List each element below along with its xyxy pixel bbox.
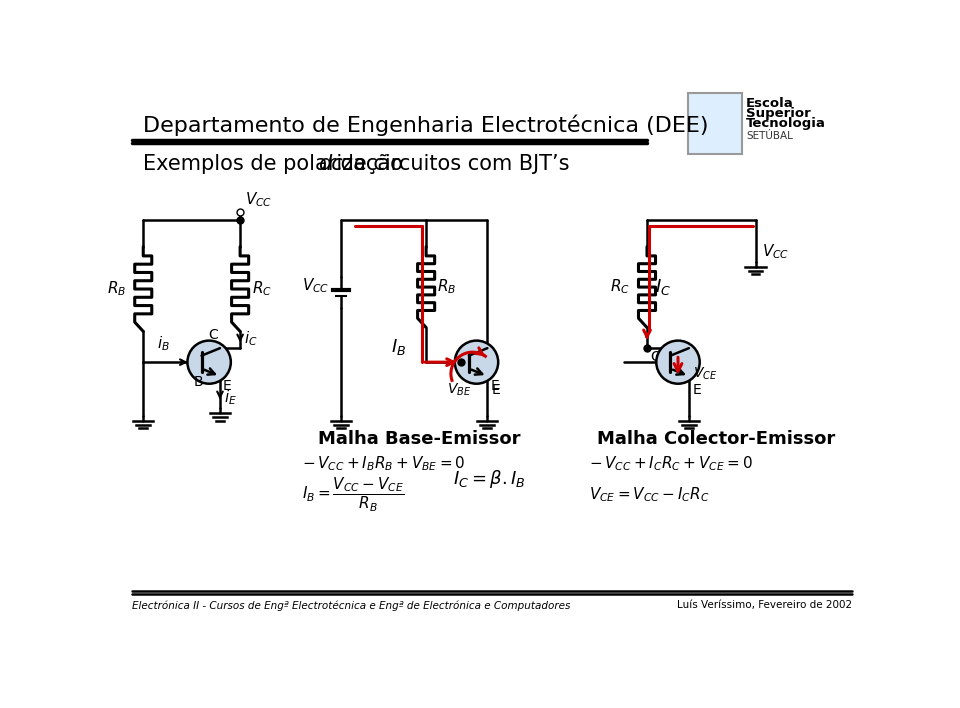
Text: $V_{CE}$: $V_{CE}$: [693, 365, 718, 382]
Text: Luís Veríssimo, Fevereiro de 2002: Luís Veríssimo, Fevereiro de 2002: [677, 600, 852, 610]
Text: Departamento de Engenharia Electrotécnica (DEE): Departamento de Engenharia Electrotécnic…: [143, 114, 708, 136]
Text: Malha Colector-Emissor: Malha Colector-Emissor: [596, 430, 835, 448]
Text: E: E: [693, 383, 702, 397]
Text: Malha Base-Emissor: Malha Base-Emissor: [318, 430, 520, 448]
Text: B: B: [466, 347, 475, 361]
Text: $-\,V_{CC}+I_B R_B+V_{BE}=0$: $-\,V_{CC}+I_B R_B+V_{BE}=0$: [302, 455, 466, 473]
Text: $i_C$: $i_C$: [244, 330, 257, 348]
Text: C: C: [650, 350, 660, 365]
Text: de circuitos com BJT’s: de circuitos com BJT’s: [334, 154, 569, 174]
Text: $R_C$: $R_C$: [610, 278, 630, 296]
Text: $R_C$: $R_C$: [252, 280, 272, 298]
Text: $I_B = \dfrac{V_{CC}-V_{CE}}{R_B}$: $I_B = \dfrac{V_{CC}-V_{CE}}{R_B}$: [302, 476, 405, 514]
Text: E: E: [223, 379, 231, 393]
Text: $I_C$: $I_C$: [655, 277, 671, 297]
Text: Exemplos de polarização: Exemplos de polarização: [143, 154, 410, 174]
Text: $R_B$: $R_B$: [107, 280, 126, 298]
Text: $V_{CC}$: $V_{CC}$: [302, 276, 329, 295]
Text: Escola: Escola: [746, 96, 794, 110]
Text: $R_B$: $R_B$: [437, 278, 456, 296]
Text: $I_B$: $I_B$: [392, 337, 406, 357]
Text: $V_{CC}$: $V_{CC}$: [245, 190, 272, 209]
Text: $I_C = \beta\mathrm{.}I_B$: $I_C = \beta\mathrm{.}I_B$: [453, 468, 526, 490]
Text: dc: dc: [318, 154, 343, 174]
Circle shape: [455, 341, 498, 384]
Text: C: C: [208, 328, 218, 342]
Text: $i_B$: $i_B$: [157, 334, 170, 353]
Circle shape: [187, 341, 230, 384]
Text: E: E: [491, 379, 499, 393]
Text: $V_{BE}$: $V_{BE}$: [447, 382, 471, 398]
FancyBboxPatch shape: [688, 93, 742, 154]
Text: Electrónica II - Cursos de Engª Electrotécnica e Engª de Electrónica e Computado: Electrónica II - Cursos de Engª Electrot…: [132, 600, 570, 611]
Circle shape: [657, 341, 700, 384]
Text: Superior: Superior: [746, 106, 811, 120]
Text: $V_{CE}=V_{CC}-I_C R_C$: $V_{CE}=V_{CC}-I_C R_C$: [588, 485, 709, 504]
Text: SETÚBAL: SETÚBAL: [746, 131, 793, 141]
Text: E: E: [492, 383, 501, 397]
Text: $i_E$: $i_E$: [224, 388, 237, 407]
Text: $-\,V_{CC}+I_C R_C+V_{CE}=0$: $-\,V_{CC}+I_C R_C+V_{CE}=0$: [588, 455, 753, 473]
Text: Tecnologia: Tecnologia: [746, 117, 826, 130]
Text: $V_{CC}$: $V_{CC}$: [761, 242, 789, 261]
Text: B: B: [194, 375, 204, 389]
